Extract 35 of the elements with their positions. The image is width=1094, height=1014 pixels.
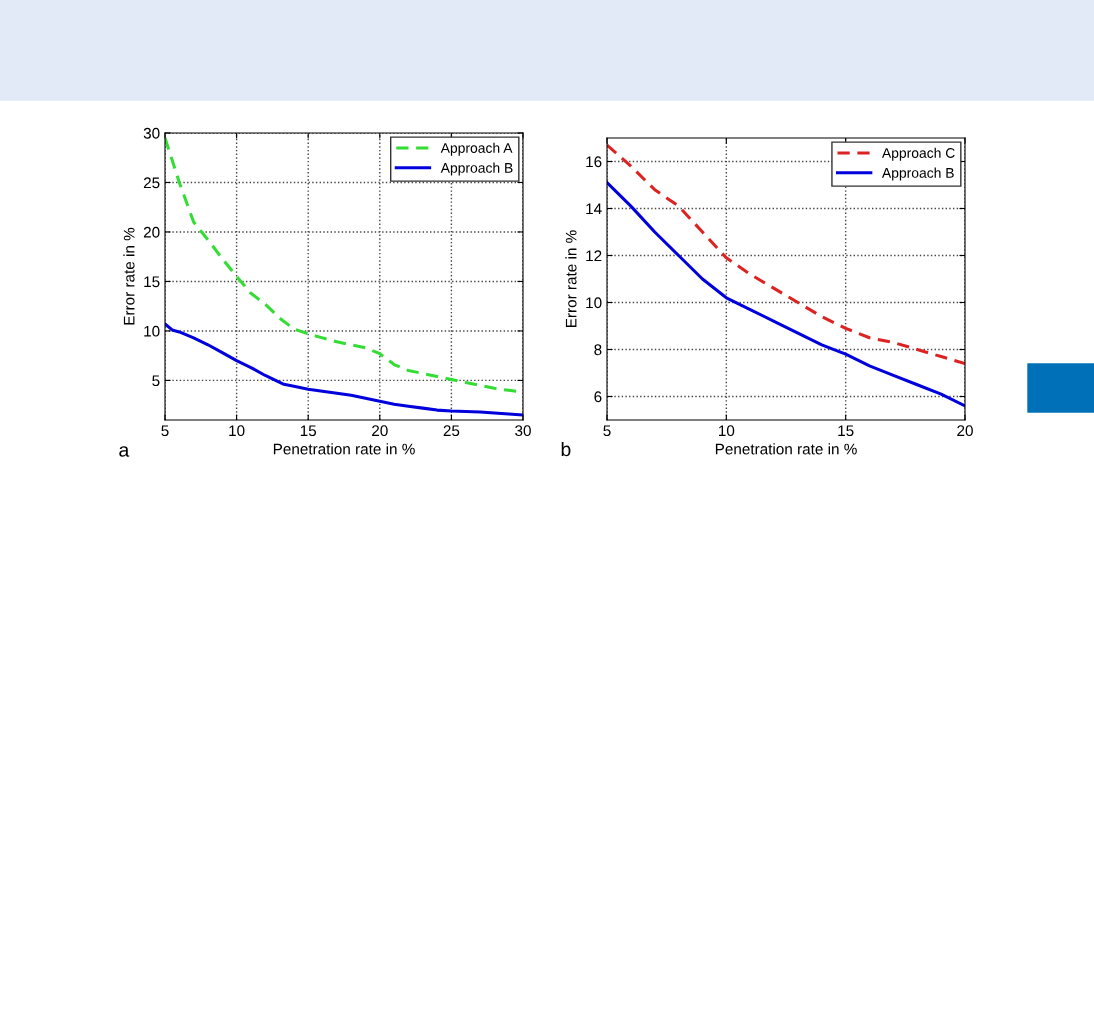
y-tick-label: 30	[143, 127, 160, 139]
legend-label: Approach A	[440, 142, 513, 156]
legend-label: Approach B	[881, 167, 954, 181]
y-tick-label: 10	[586, 297, 602, 309]
x-tick-label: 10	[719, 425, 735, 437]
x-tick-label: 5	[603, 425, 611, 437]
x-tick-label: 20	[957, 425, 973, 437]
y-tick-label: 20	[143, 226, 160, 238]
y-tick-label: 8	[594, 344, 602, 356]
line-series	[165, 322, 523, 417]
text: b	[561, 441, 571, 457]
legend-label: Approach C	[881, 147, 955, 161]
y-axis-title: Error rate in %	[123, 227, 135, 325]
x-tick-label: 30	[515, 425, 531, 437]
line-series	[607, 181, 965, 408]
x-tick-label: 5	[161, 425, 169, 437]
line-series	[607, 143, 965, 366]
y-tick-label: 15	[144, 276, 160, 288]
text: a	[119, 446, 130, 457]
x-tick-label: 25	[443, 425, 460, 437]
x-tick-label: 20	[372, 425, 388, 437]
y-axis-title: Error rate in %	[565, 230, 577, 327]
y-tick-label: 6	[594, 391, 602, 403]
y-tick-label: 10	[144, 325, 160, 337]
x-tick-label: 15	[838, 425, 854, 437]
y-tick-label: 14	[586, 203, 602, 215]
x-tick-label: 10	[229, 425, 245, 437]
y-tick-label: 5	[152, 375, 160, 387]
y-tick-label: 25	[143, 177, 160, 189]
x-axis-title: Penetration rate in %	[715, 443, 857, 455]
y-tick-label: 12	[586, 250, 602, 262]
x-tick-label: 15	[300, 425, 317, 437]
legend-label: Approach B	[440, 162, 513, 176]
y-tick-label: 16	[586, 156, 602, 168]
x-axis-title: Penetration rate in %	[273, 443, 415, 455]
